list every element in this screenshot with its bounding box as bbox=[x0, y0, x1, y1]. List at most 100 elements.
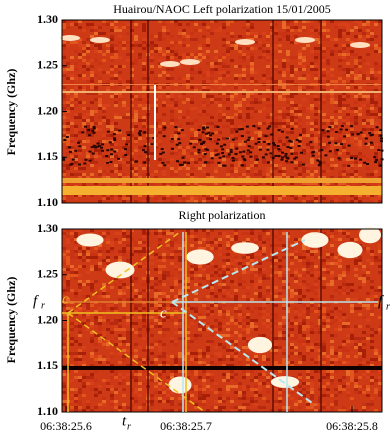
noise bbox=[238, 35, 242, 38]
noise bbox=[294, 346, 298, 349]
noise bbox=[330, 361, 334, 364]
dark-noise bbox=[217, 126, 220, 128]
noise bbox=[154, 280, 158, 283]
noise bbox=[222, 400, 226, 403]
dark-noise bbox=[311, 152, 314, 154]
noise bbox=[370, 340, 374, 343]
noise bbox=[226, 298, 230, 301]
noise bbox=[342, 170, 346, 173]
noise bbox=[294, 322, 298, 325]
noise bbox=[314, 307, 318, 310]
noise bbox=[138, 247, 142, 250]
noise bbox=[374, 68, 378, 71]
annotation: f bbox=[33, 293, 39, 309]
noise bbox=[78, 283, 82, 286]
noise bbox=[378, 250, 382, 253]
noise bbox=[134, 244, 138, 247]
noise bbox=[154, 170, 158, 173]
noise bbox=[242, 280, 246, 283]
noise bbox=[362, 343, 366, 346]
noise bbox=[62, 170, 66, 173]
noise bbox=[322, 68, 326, 71]
noise bbox=[190, 358, 194, 361]
noise bbox=[346, 77, 350, 80]
noise bbox=[366, 388, 370, 391]
noise bbox=[94, 343, 98, 346]
noise bbox=[66, 283, 70, 286]
noise bbox=[306, 74, 310, 77]
noise bbox=[338, 319, 342, 322]
noise bbox=[330, 235, 334, 238]
noise bbox=[94, 349, 98, 352]
noise bbox=[378, 80, 382, 83]
noise bbox=[262, 158, 266, 161]
noise bbox=[182, 29, 186, 32]
noise bbox=[294, 107, 298, 110]
noise bbox=[262, 32, 266, 35]
noise bbox=[134, 116, 138, 119]
noise bbox=[282, 337, 286, 340]
noise bbox=[86, 56, 90, 59]
noise bbox=[226, 358, 230, 361]
y-tick-label: 1.20 bbox=[37, 312, 58, 326]
noise bbox=[118, 29, 122, 32]
dark-noise bbox=[270, 152, 273, 154]
noise bbox=[330, 158, 334, 161]
noise bbox=[222, 23, 226, 26]
noise bbox=[314, 122, 318, 125]
noise bbox=[302, 146, 306, 149]
noise bbox=[374, 122, 378, 125]
noise bbox=[114, 406, 118, 409]
noise bbox=[322, 86, 326, 89]
noise bbox=[278, 116, 282, 119]
noise bbox=[194, 307, 198, 310]
noise bbox=[102, 289, 106, 292]
noise bbox=[322, 119, 326, 122]
noise bbox=[102, 334, 106, 337]
noise bbox=[62, 253, 66, 256]
noise bbox=[158, 119, 162, 122]
noise bbox=[222, 253, 226, 256]
noise bbox=[278, 322, 282, 325]
noise bbox=[138, 98, 142, 101]
noise bbox=[162, 23, 166, 26]
noise bbox=[90, 35, 94, 38]
noise bbox=[362, 128, 366, 131]
noise bbox=[302, 149, 306, 152]
noise bbox=[198, 71, 202, 74]
noise bbox=[214, 265, 218, 268]
noise bbox=[62, 56, 66, 59]
noise bbox=[230, 304, 234, 307]
dark-noise bbox=[235, 153, 238, 155]
dark-noise bbox=[340, 128, 343, 130]
noise bbox=[122, 235, 126, 238]
noise bbox=[214, 292, 218, 295]
noise bbox=[314, 131, 318, 134]
noise bbox=[230, 35, 234, 38]
noise bbox=[330, 373, 334, 376]
noise bbox=[74, 358, 78, 361]
noise bbox=[286, 35, 290, 38]
noise bbox=[334, 334, 338, 337]
noise bbox=[214, 304, 218, 307]
noise bbox=[282, 244, 286, 247]
noise bbox=[122, 238, 126, 241]
noise bbox=[322, 74, 326, 77]
noise bbox=[78, 101, 82, 104]
noise bbox=[238, 259, 242, 262]
dark-noise bbox=[273, 144, 276, 146]
noise bbox=[126, 235, 130, 238]
noise bbox=[226, 116, 230, 119]
dark-noise bbox=[281, 152, 284, 154]
noise bbox=[66, 238, 70, 241]
noise bbox=[342, 47, 346, 50]
noise bbox=[250, 62, 254, 65]
noise bbox=[190, 370, 194, 373]
noise bbox=[362, 122, 366, 125]
noise bbox=[74, 134, 78, 137]
noise bbox=[314, 280, 318, 283]
dark-noise bbox=[266, 149, 269, 151]
noise bbox=[254, 71, 258, 74]
noise bbox=[238, 322, 242, 325]
noise bbox=[226, 71, 230, 74]
